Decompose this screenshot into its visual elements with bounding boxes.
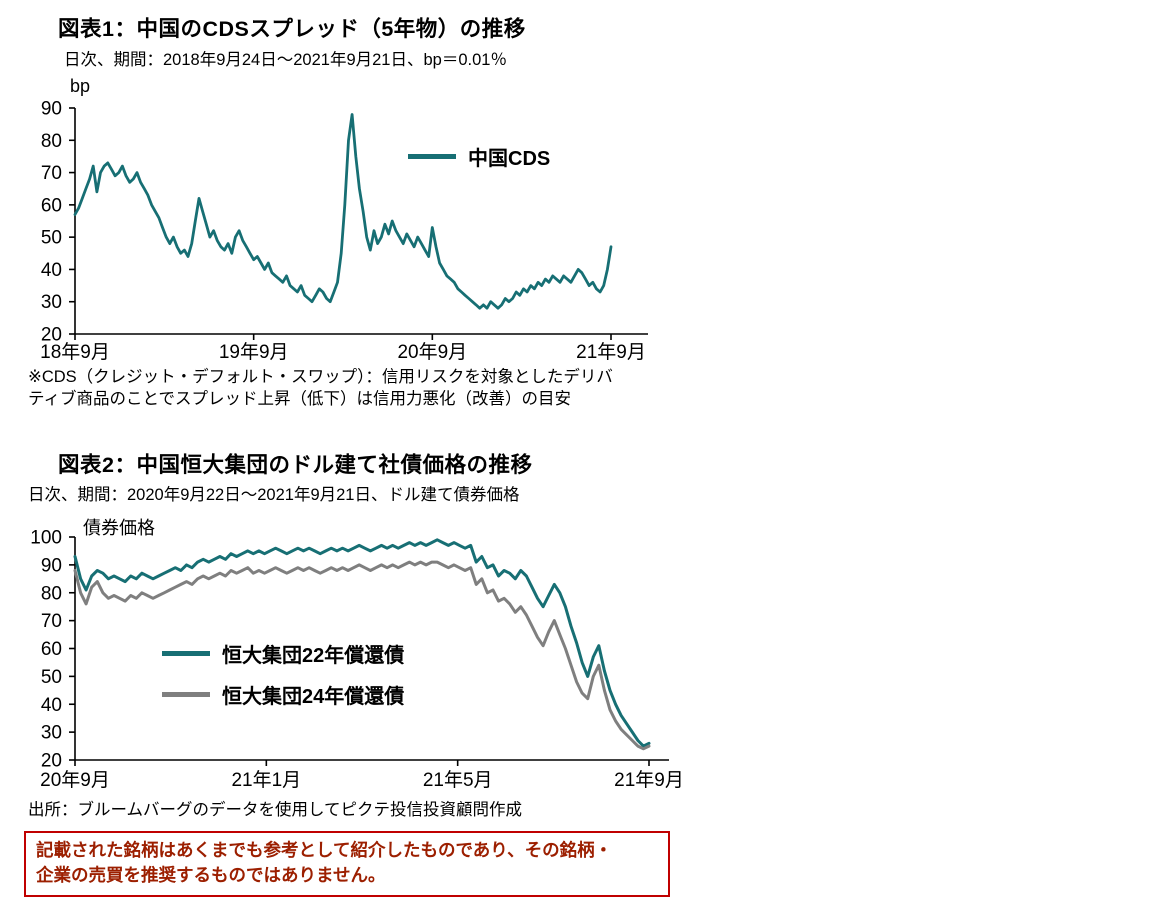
bond24-series-color-swatch bbox=[162, 691, 210, 697]
y-tick-label: 80 bbox=[41, 583, 62, 604]
series-line bbox=[73, 538, 651, 748]
y-tick-label: 40 bbox=[41, 260, 62, 281]
figure1-subtitle: 日次、期間：2018年9月24日～2021年9月21日、bp＝0.01％ bbox=[64, 51, 507, 69]
bond22-series-legend-label: 恒大集団22年償還債 bbox=[222, 644, 405, 667]
cds-series-color-swatch bbox=[408, 153, 456, 159]
figure2-legend-row-22: 恒大集団22年償還債 bbox=[162, 640, 405, 667]
y-tick-label: 90 bbox=[41, 99, 62, 120]
x-tick-label: 18年9月 bbox=[40, 341, 110, 363]
bond-price-chart: 20 30 40 50 60 70 80 90 100 20年9月 21年1月 21年5月 21年9月 bbox=[30, 530, 684, 791]
figure2: 図表2：中国恒大集団のドル建て社債価格の推移 日次、期間：2020年9月22日～… bbox=[0, 440, 1152, 901]
series-line bbox=[73, 113, 613, 310]
y-tick-label: 20 bbox=[41, 751, 62, 772]
disclaimer-box: 記載された銘柄はあくまでも参考として紹介したものであり、その銘柄・ 企業の売買を… bbox=[24, 831, 670, 897]
y-tick-label: 70 bbox=[41, 163, 62, 184]
figure1-title: 図表1：中国のCDSスプレッド（5年物）の推移 bbox=[58, 17, 526, 41]
y-tick-label: 30 bbox=[41, 723, 62, 744]
y-tick-label: 30 bbox=[41, 292, 62, 313]
disclaimer-line2: 企業の売買を推奨するものではありません。 bbox=[36, 865, 386, 885]
x-tick-label: 20年9月 bbox=[397, 341, 467, 363]
y-tick-label: 20 bbox=[41, 325, 62, 346]
y-tick-label: 90 bbox=[41, 555, 62, 576]
figure2-title: 図表2：中国恒大集団のドル建て社債価格の推移 bbox=[58, 453, 533, 477]
y-tick-label: 70 bbox=[41, 611, 62, 632]
y-tick-label: 100 bbox=[30, 530, 62, 549]
figure1-y-axis-unit: bp bbox=[70, 76, 91, 96]
figure2-subtitle: 日次、期間：2020年9月22日～2021年9月21日、ドル建て債券価格 bbox=[28, 486, 520, 504]
figure2-legend-row-24: 恒大集団24年償還債 bbox=[162, 681, 405, 708]
series-line bbox=[73, 560, 651, 751]
disclaimer-line1: 記載された銘柄はあくまでも参考として紹介したものであり、その銘柄・ bbox=[36, 840, 613, 860]
figure2-y-axis-unit: 債券価格 bbox=[83, 518, 155, 538]
y-tick-label: 50 bbox=[41, 228, 62, 249]
x-tick-label: 19年9月 bbox=[219, 341, 289, 363]
x-tick-label: 20年9月 bbox=[40, 769, 110, 791]
bond22-series-color-swatch bbox=[162, 650, 210, 656]
y-tick-label: 50 bbox=[41, 667, 62, 688]
figure1-footnote-line1: ※CDS（クレジット・デフォルト・スワップ）：信用リスクを対象としたデリバ bbox=[28, 368, 613, 386]
figure1-footnote-line2: ティブ商品のことでスプレッド上昇（低下）は信用力悪化（改善）の目安 bbox=[28, 390, 572, 408]
bond24-series-legend-label: 恒大集団24年償還債 bbox=[222, 685, 405, 708]
x-tick-label: 21年5月 bbox=[423, 769, 493, 791]
x-tick-label: 21年9月 bbox=[614, 769, 684, 791]
cds-spread-chart: 20 30 40 50 60 70 80 90 18年9月 19年9月 20年9月 21年9月 bbox=[40, 99, 648, 363]
cds-series-legend-label: 中国CDS bbox=[468, 147, 551, 170]
y-tick-label: 60 bbox=[41, 195, 62, 216]
x-tick-label: 21年1月 bbox=[231, 769, 301, 791]
figure1-legend: 中国CDS bbox=[408, 143, 551, 170]
source-attribution: 出所：ブルームバーグのデータを使用してピクテ投信投資顧問作成 bbox=[28, 801, 523, 819]
figure1-footnote: ※CDS（クレジット・デフォルト・スワップ）：信用リスクを対象としたデリバ ティ… bbox=[28, 366, 613, 410]
figure2-legend: 恒大集団22年償還債 恒大集団24年償還債 bbox=[162, 640, 405, 708]
y-tick-label: 40 bbox=[41, 695, 62, 716]
x-tick-label: 21年9月 bbox=[576, 341, 646, 363]
y-tick-label: 80 bbox=[41, 131, 62, 152]
y-tick-label: 60 bbox=[41, 639, 62, 660]
